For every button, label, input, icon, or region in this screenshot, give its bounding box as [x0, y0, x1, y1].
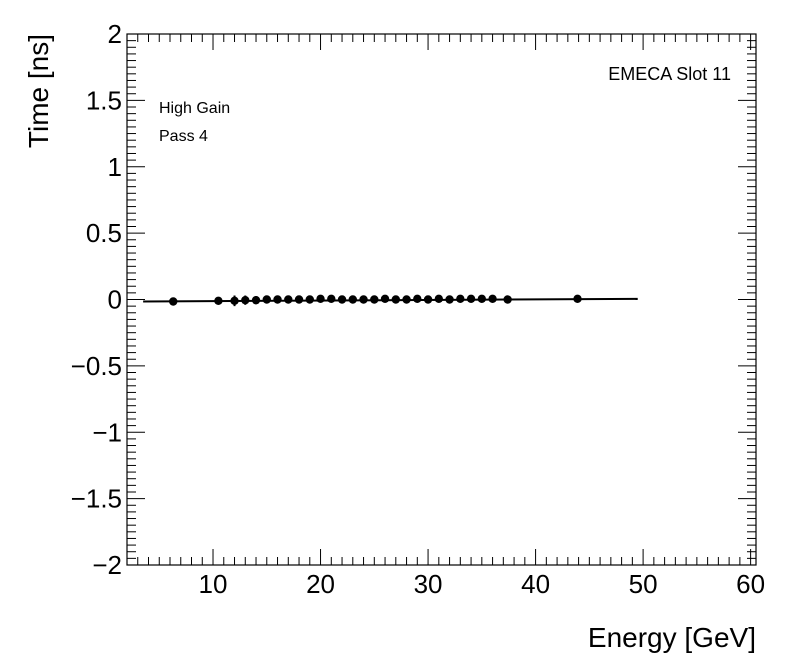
- data-point: [391, 295, 401, 304]
- data-point: [402, 295, 411, 304]
- data-point: [573, 294, 582, 304]
- fit-line-group: [143, 297, 638, 303]
- y-tick-label: 1.5: [86, 85, 122, 115]
- data-point: [445, 295, 454, 304]
- data-point: [423, 295, 433, 304]
- y-tick-label: −1.5: [71, 484, 122, 514]
- data-point: [316, 294, 325, 304]
- y-tick-label: 2: [108, 19, 122, 49]
- data-point: [380, 294, 390, 304]
- data-point: [348, 295, 357, 304]
- x-tick-label: 60: [736, 569, 765, 599]
- x-tick-label: 40: [521, 569, 550, 599]
- x-tick-label: 10: [199, 569, 228, 599]
- y-tick-label: 0.5: [86, 218, 122, 248]
- data-point: [337, 295, 347, 304]
- data-point: [169, 297, 178, 306]
- data-points: [169, 294, 582, 307]
- y-tick-label: −0.5: [71, 351, 122, 381]
- data-point: [294, 295, 304, 304]
- data-point: [305, 295, 314, 304]
- data-point: [251, 295, 261, 305]
- data-point: [327, 294, 336, 304]
- y-tick-label: 1: [108, 152, 122, 182]
- data-point: [503, 295, 512, 304]
- y-tick-label: −2: [92, 550, 122, 580]
- y-tick-label: 0: [108, 285, 122, 315]
- slot-annotation: EMECA Slot 11: [608, 64, 731, 84]
- x-axis-title: Energy [GeV]: [588, 622, 756, 653]
- data-point: [359, 295, 368, 304]
- x-tick-labels: 10 20 30 40 50 60: [199, 569, 766, 599]
- y-tick-label: −1: [92, 417, 122, 447]
- axis-ticks: [126, 33, 756, 566]
- pass-annotation: Pass 4: [159, 128, 208, 145]
- data-point: [273, 295, 282, 304]
- x-tick-label: 50: [629, 569, 658, 599]
- x-tick-label: 20: [306, 569, 335, 599]
- data-point: [370, 295, 379, 304]
- data-point: [413, 294, 422, 304]
- data-point: [241, 295, 250, 305]
- data-point: [466, 294, 476, 304]
- data-point: [262, 295, 271, 304]
- data-point: [284, 295, 293, 304]
- y-tick-labels: −2 −1.5 −1 −0.5 0 0.5 1 1.5 2: [71, 19, 122, 580]
- data-point: [456, 294, 465, 304]
- fit-line: [143, 297, 638, 303]
- gain-annotation: High Gain: [159, 100, 230, 117]
- data-point: [477, 294, 487, 304]
- data-point: [230, 296, 239, 306]
- data-point: [434, 294, 444, 304]
- y-axis-title: Time [ns]: [23, 34, 54, 148]
- x-tick-label: 30: [414, 569, 443, 599]
- data-point: [488, 294, 497, 304]
- data-point: [214, 296, 223, 306]
